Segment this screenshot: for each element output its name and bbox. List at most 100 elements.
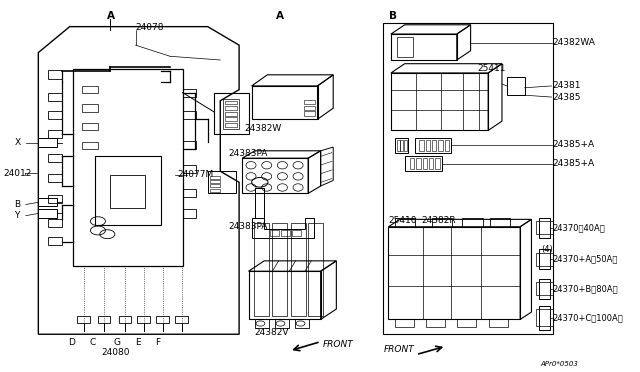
Bar bbox=[432, 140, 436, 151]
Bar bbox=[291, 223, 306, 316]
Bar bbox=[536, 282, 553, 295]
Bar bbox=[48, 70, 61, 78]
Bar bbox=[438, 140, 443, 151]
Text: C: C bbox=[90, 338, 96, 347]
Bar bbox=[536, 221, 553, 234]
Bar bbox=[225, 106, 237, 110]
Text: 24077M: 24077M bbox=[178, 170, 214, 179]
Text: B: B bbox=[389, 11, 397, 21]
Text: Y: Y bbox=[15, 211, 20, 220]
Bar bbox=[111, 175, 145, 208]
Bar bbox=[539, 306, 550, 330]
Bar bbox=[223, 99, 239, 129]
Bar bbox=[210, 180, 220, 183]
Text: 24078: 24078 bbox=[136, 23, 164, 32]
Bar bbox=[48, 154, 61, 162]
Bar bbox=[48, 93, 61, 101]
Bar bbox=[383, 23, 553, 334]
Bar bbox=[83, 105, 98, 112]
Bar bbox=[225, 123, 237, 127]
Bar bbox=[539, 279, 550, 299]
Bar bbox=[539, 249, 550, 269]
Bar bbox=[98, 316, 111, 323]
Bar bbox=[175, 316, 188, 323]
Bar bbox=[182, 89, 196, 97]
Bar bbox=[295, 320, 308, 328]
Bar bbox=[225, 112, 237, 116]
Bar bbox=[38, 138, 57, 147]
Bar bbox=[397, 37, 413, 57]
Bar bbox=[401, 140, 403, 151]
Bar bbox=[210, 176, 220, 179]
Bar bbox=[252, 86, 317, 119]
Text: 24382W: 24382W bbox=[244, 124, 282, 133]
Bar bbox=[405, 156, 442, 171]
Text: 24370（40A）: 24370（40A） bbox=[553, 223, 605, 232]
Text: 24383PA: 24383PA bbox=[228, 149, 268, 158]
Text: 25411: 25411 bbox=[477, 64, 506, 73]
Text: 24370+B（80A）: 24370+B（80A） bbox=[553, 284, 618, 294]
Text: 24385+A: 24385+A bbox=[553, 140, 595, 149]
Bar bbox=[248, 271, 321, 320]
Bar bbox=[48, 130, 61, 138]
Bar bbox=[426, 320, 445, 327]
Bar bbox=[304, 106, 315, 110]
Bar bbox=[416, 158, 420, 169]
Bar bbox=[83, 141, 98, 149]
Bar bbox=[308, 223, 323, 316]
Text: F: F bbox=[155, 338, 160, 347]
Bar bbox=[273, 223, 287, 316]
Bar bbox=[275, 320, 289, 328]
Text: 24382R: 24382R bbox=[421, 216, 456, 225]
Text: D: D bbox=[68, 338, 75, 347]
Bar bbox=[419, 140, 424, 151]
Text: X: X bbox=[15, 138, 20, 147]
Bar bbox=[210, 184, 220, 187]
Bar bbox=[48, 219, 61, 227]
Bar bbox=[83, 86, 98, 93]
Text: 24370+C（100A）: 24370+C（100A） bbox=[553, 313, 623, 322]
Bar bbox=[426, 140, 430, 151]
Bar bbox=[539, 218, 550, 238]
Bar bbox=[48, 174, 61, 182]
Bar bbox=[410, 158, 414, 169]
Bar bbox=[292, 231, 301, 236]
Bar bbox=[182, 189, 196, 197]
Text: 24385: 24385 bbox=[553, 93, 581, 102]
Bar bbox=[404, 140, 407, 151]
Bar bbox=[395, 320, 413, 327]
Bar bbox=[255, 320, 269, 328]
Bar bbox=[242, 158, 308, 193]
Text: 24385+A: 24385+A bbox=[553, 158, 595, 167]
Bar bbox=[304, 100, 315, 105]
Bar bbox=[182, 209, 196, 218]
Bar bbox=[83, 123, 98, 131]
Text: 24370+A（50A）: 24370+A（50A） bbox=[553, 255, 618, 264]
Text: 25410: 25410 bbox=[388, 216, 417, 225]
Text: 24080: 24080 bbox=[101, 347, 130, 356]
Bar bbox=[435, 158, 440, 169]
Bar bbox=[281, 231, 290, 236]
Bar bbox=[489, 320, 508, 327]
Bar bbox=[271, 231, 279, 236]
Bar bbox=[38, 209, 57, 218]
Text: APr0*0503: APr0*0503 bbox=[540, 361, 578, 367]
Bar bbox=[182, 141, 196, 149]
Bar bbox=[182, 111, 196, 119]
Bar bbox=[415, 138, 451, 153]
Text: E: E bbox=[134, 338, 140, 347]
Bar bbox=[48, 195, 61, 203]
Text: 24383PA: 24383PA bbox=[228, 222, 268, 231]
Bar bbox=[156, 316, 169, 323]
Bar bbox=[118, 316, 131, 323]
Text: A: A bbox=[106, 11, 115, 21]
Bar bbox=[77, 316, 90, 323]
Bar bbox=[48, 237, 61, 245]
Bar bbox=[395, 138, 408, 153]
Bar bbox=[95, 156, 161, 225]
Bar bbox=[422, 158, 427, 169]
Bar bbox=[536, 253, 553, 266]
Bar bbox=[304, 111, 315, 116]
Bar bbox=[391, 73, 488, 131]
Bar bbox=[225, 101, 237, 105]
